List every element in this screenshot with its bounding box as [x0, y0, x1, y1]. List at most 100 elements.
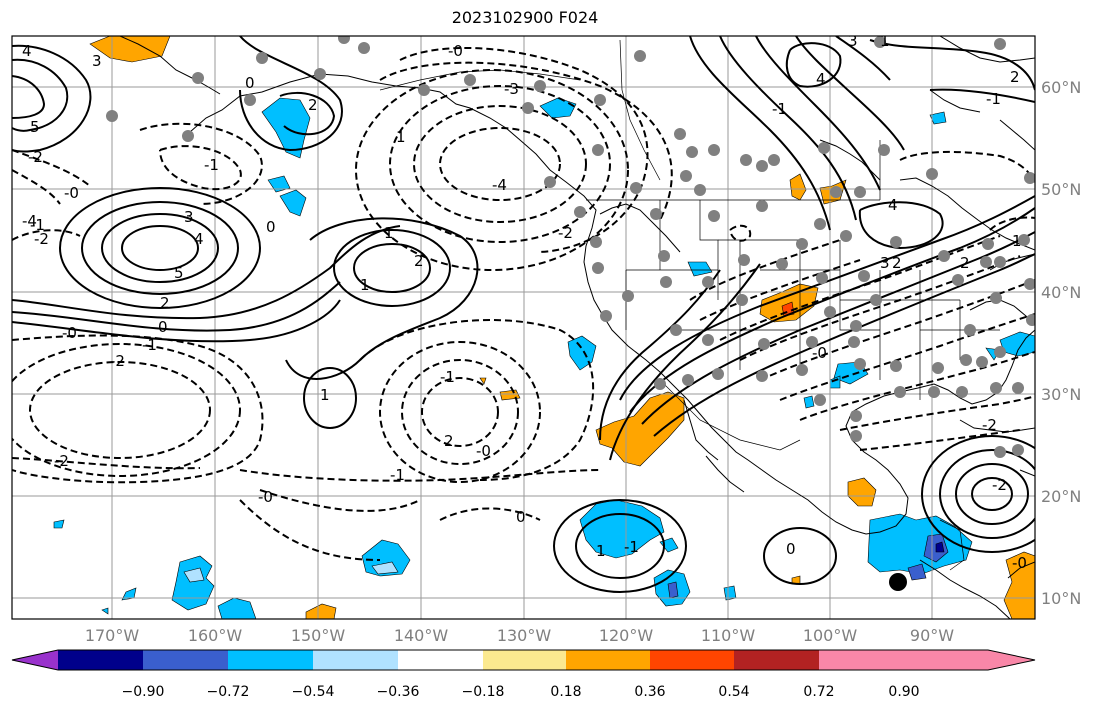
contour-label: -1: [204, 156, 219, 174]
contour-label: 3: [92, 52, 102, 70]
contour-label: 0: [266, 218, 276, 236]
contour-label: -0: [64, 184, 79, 202]
dashed-contours: [12, 46, 1035, 561]
contour-label: 3: [880, 254, 890, 272]
colorbar-outline: [11, 649, 1036, 671]
lon-label: 100°W: [803, 626, 858, 645]
contour-label: -0: [448, 42, 463, 60]
colorbar-segment: [228, 650, 313, 670]
contour-label: 3: [184, 208, 194, 226]
lon-label: 150°W: [291, 626, 346, 645]
colorbar-segment: [734, 650, 819, 670]
contour-labels: 4 3 5 2 0 -1 -2 -3 -4 1 -4 3 4 5 2 0 -0 …: [22, 32, 1027, 572]
contour-label: 1: [384, 224, 394, 242]
colorbar-tick-label: −0.54: [292, 684, 335, 700]
colorbar-segment: [398, 650, 483, 670]
colorbar-tick-label: −0.36: [377, 684, 420, 700]
contour-label: -1: [624, 538, 639, 556]
shaded-negative-areas: [53, 97, 1035, 619]
shaded-positive-areas: [89, 36, 1035, 619]
lon-label: 140°W: [394, 626, 449, 645]
contour-label: 2: [308, 96, 318, 114]
colorbar-tick-label: −0.18: [462, 684, 505, 700]
contour-label: -1: [142, 336, 157, 354]
contour-label: 4: [194, 230, 204, 248]
colorbar-tick-label: 0.36: [634, 684, 665, 700]
map-frame: [11, 35, 1036, 620]
contour-label: -4: [492, 176, 507, 194]
map-title: 2023102900 F024: [451, 8, 599, 27]
lon-label: 90°W: [910, 626, 954, 645]
station-markers: [106, 36, 1035, 458]
map-content: 4 3 5 2 0 -1 -2 -3 -4 1 -4 3 4 5 2 0 -0 …: [12, 32, 1035, 619]
contour-label: 0: [245, 74, 255, 92]
contour-label: 2: [1010, 68, 1020, 86]
contour-label: 4: [888, 196, 898, 214]
lat-label: 10°N: [1041, 589, 1081, 608]
contour-label: -0: [1012, 554, 1027, 572]
lon-label: 130°W: [497, 626, 552, 645]
contour-label: -0: [812, 344, 827, 362]
contour-label: -2: [54, 452, 69, 470]
contour-label: -2: [110, 352, 125, 370]
colorbar-left-extension: [12, 650, 58, 670]
lon-label: 170°W: [85, 626, 140, 645]
contour-label: -1: [772, 100, 787, 118]
contour-label: 4: [816, 70, 826, 88]
colorbar-segment: [566, 650, 650, 670]
solid-contours: [12, 36, 1035, 593]
contour-label: 0: [516, 508, 526, 526]
contour-label: 1: [1012, 232, 1022, 250]
colorbar-segment: [143, 650, 228, 670]
contour-label: 2: [160, 294, 170, 312]
colorbar-tick-label: −0.72: [207, 684, 250, 700]
colorbar-segment: [58, 650, 143, 670]
lon-label: 120°W: [599, 626, 654, 645]
contour-label: -0: [258, 488, 273, 506]
contour-label: 1: [396, 128, 406, 146]
contour-label: 5: [174, 264, 184, 282]
latitude-labels: 60°N 50°N 40°N 30°N 20°N 10°N: [1041, 78, 1081, 608]
colorbar-tick-label: 0.72: [803, 684, 834, 700]
contour-label: 0: [786, 540, 796, 558]
contour-label: 1: [880, 32, 890, 50]
contour-label: 1: [596, 542, 606, 560]
contour-label: -2: [34, 230, 49, 248]
colorbar-segment: [904, 650, 988, 670]
colorbar-segment: [819, 650, 904, 670]
colorbar-right-extension: [988, 650, 1035, 670]
contour-label: -3: [504, 80, 519, 98]
contour-label: 0: [158, 318, 168, 336]
contour-label: 1: [320, 386, 330, 404]
colorbar: −0.90 −0.72 −0.54 −0.36 −0.18 0.18 0.36 …: [11, 649, 1036, 700]
colorbar-tick-label: 0.18: [550, 684, 581, 700]
contour-label: -2: [992, 476, 1007, 494]
lat-label: 20°N: [1041, 487, 1081, 506]
contour-label: -2: [28, 148, 43, 166]
lat-label: 50°N: [1041, 180, 1081, 199]
colorbar-segment: [313, 650, 398, 670]
contour-label: -1: [986, 90, 1001, 108]
contour-label: 4: [22, 42, 32, 60]
contour-label: -1: [390, 466, 405, 484]
contour-label: -1: [440, 368, 455, 386]
colorbar-tick-label: 0.54: [718, 684, 749, 700]
colorbar-segment: [483, 650, 566, 670]
lon-label: 110°W: [701, 626, 756, 645]
contour-label: 1: [360, 276, 370, 294]
lat-label: 60°N: [1041, 78, 1081, 97]
lat-label: 40°N: [1041, 283, 1081, 302]
lon-label: 160°W: [188, 626, 243, 645]
storm-center-marker: [889, 573, 907, 591]
contour-label: -0: [62, 324, 77, 342]
longitude-labels: 170°W 160°W 150°W 140°W 130°W 120°W 110°…: [85, 626, 954, 645]
contour-label: -1: [30, 216, 45, 234]
contour-label: -0: [476, 442, 491, 460]
contour-label: -4: [22, 212, 37, 230]
contour-label: 2: [414, 252, 424, 270]
colorbar-segment: [650, 650, 734, 670]
contour-label: -2: [982, 416, 997, 434]
contour-label: 2: [892, 254, 902, 272]
contour-label: 5: [30, 118, 40, 136]
